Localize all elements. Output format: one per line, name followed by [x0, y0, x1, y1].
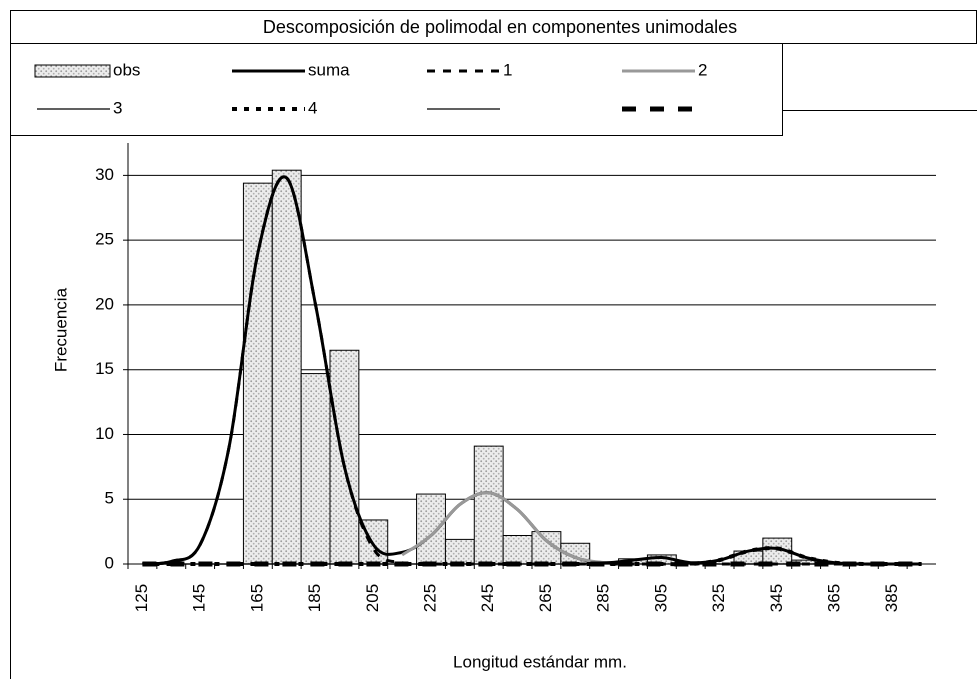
x-tick-label: 345 [767, 584, 786, 612]
y-tick-label: 10 [95, 424, 114, 443]
chart-title: Descomposición de polimodal en component… [263, 17, 737, 37]
series-line [142, 546, 922, 567]
y-tick-label: 0 [105, 553, 114, 572]
x-tick-label: 285 [594, 584, 613, 612]
x-tick-label: 225 [420, 584, 439, 612]
legend-label: 2 [698, 60, 707, 79]
bar [473, 445, 504, 565]
x-tick-label: 185 [305, 584, 324, 612]
legend-label: 3 [113, 98, 122, 117]
bar [242, 182, 273, 565]
y-tick-label: 25 [95, 230, 114, 249]
bar [502, 535, 533, 565]
x-tick-label: 145 [190, 584, 209, 612]
legend-label: 1 [503, 60, 512, 79]
x-tick-label: 305 [651, 584, 670, 612]
x-tick-label: 125 [132, 584, 151, 612]
x-tick-label: 165 [247, 584, 266, 612]
bar [271, 169, 302, 565]
x-tick-label: 245 [478, 584, 497, 612]
x-axis-title: Longitud estándar mm. [453, 652, 627, 671]
bar [444, 538, 475, 565]
legend-label: 4 [308, 98, 317, 117]
legend-swatch [34, 64, 111, 78]
bar [329, 349, 360, 565]
legend-box [10, 43, 783, 136]
y-tick-label: 15 [95, 359, 114, 378]
x-tick-label: 205 [363, 584, 382, 612]
legend-label: obs [113, 60, 140, 79]
x-tick-label: 325 [709, 584, 728, 612]
bar [300, 373, 331, 565]
y-axis-title: Frecuencia [51, 287, 70, 372]
x-tick-label: 385 [882, 584, 901, 612]
x-tick-label: 265 [536, 584, 555, 612]
y-tick-label: 20 [95, 294, 114, 313]
series-line [401, 491, 605, 565]
y-tick-label: 30 [95, 165, 114, 184]
title-box [10, 10, 977, 44]
x-tick-label: 365 [824, 584, 843, 612]
y-tick-label: 5 [105, 489, 114, 508]
legend-label: suma [308, 60, 350, 79]
bar [416, 493, 446, 565]
